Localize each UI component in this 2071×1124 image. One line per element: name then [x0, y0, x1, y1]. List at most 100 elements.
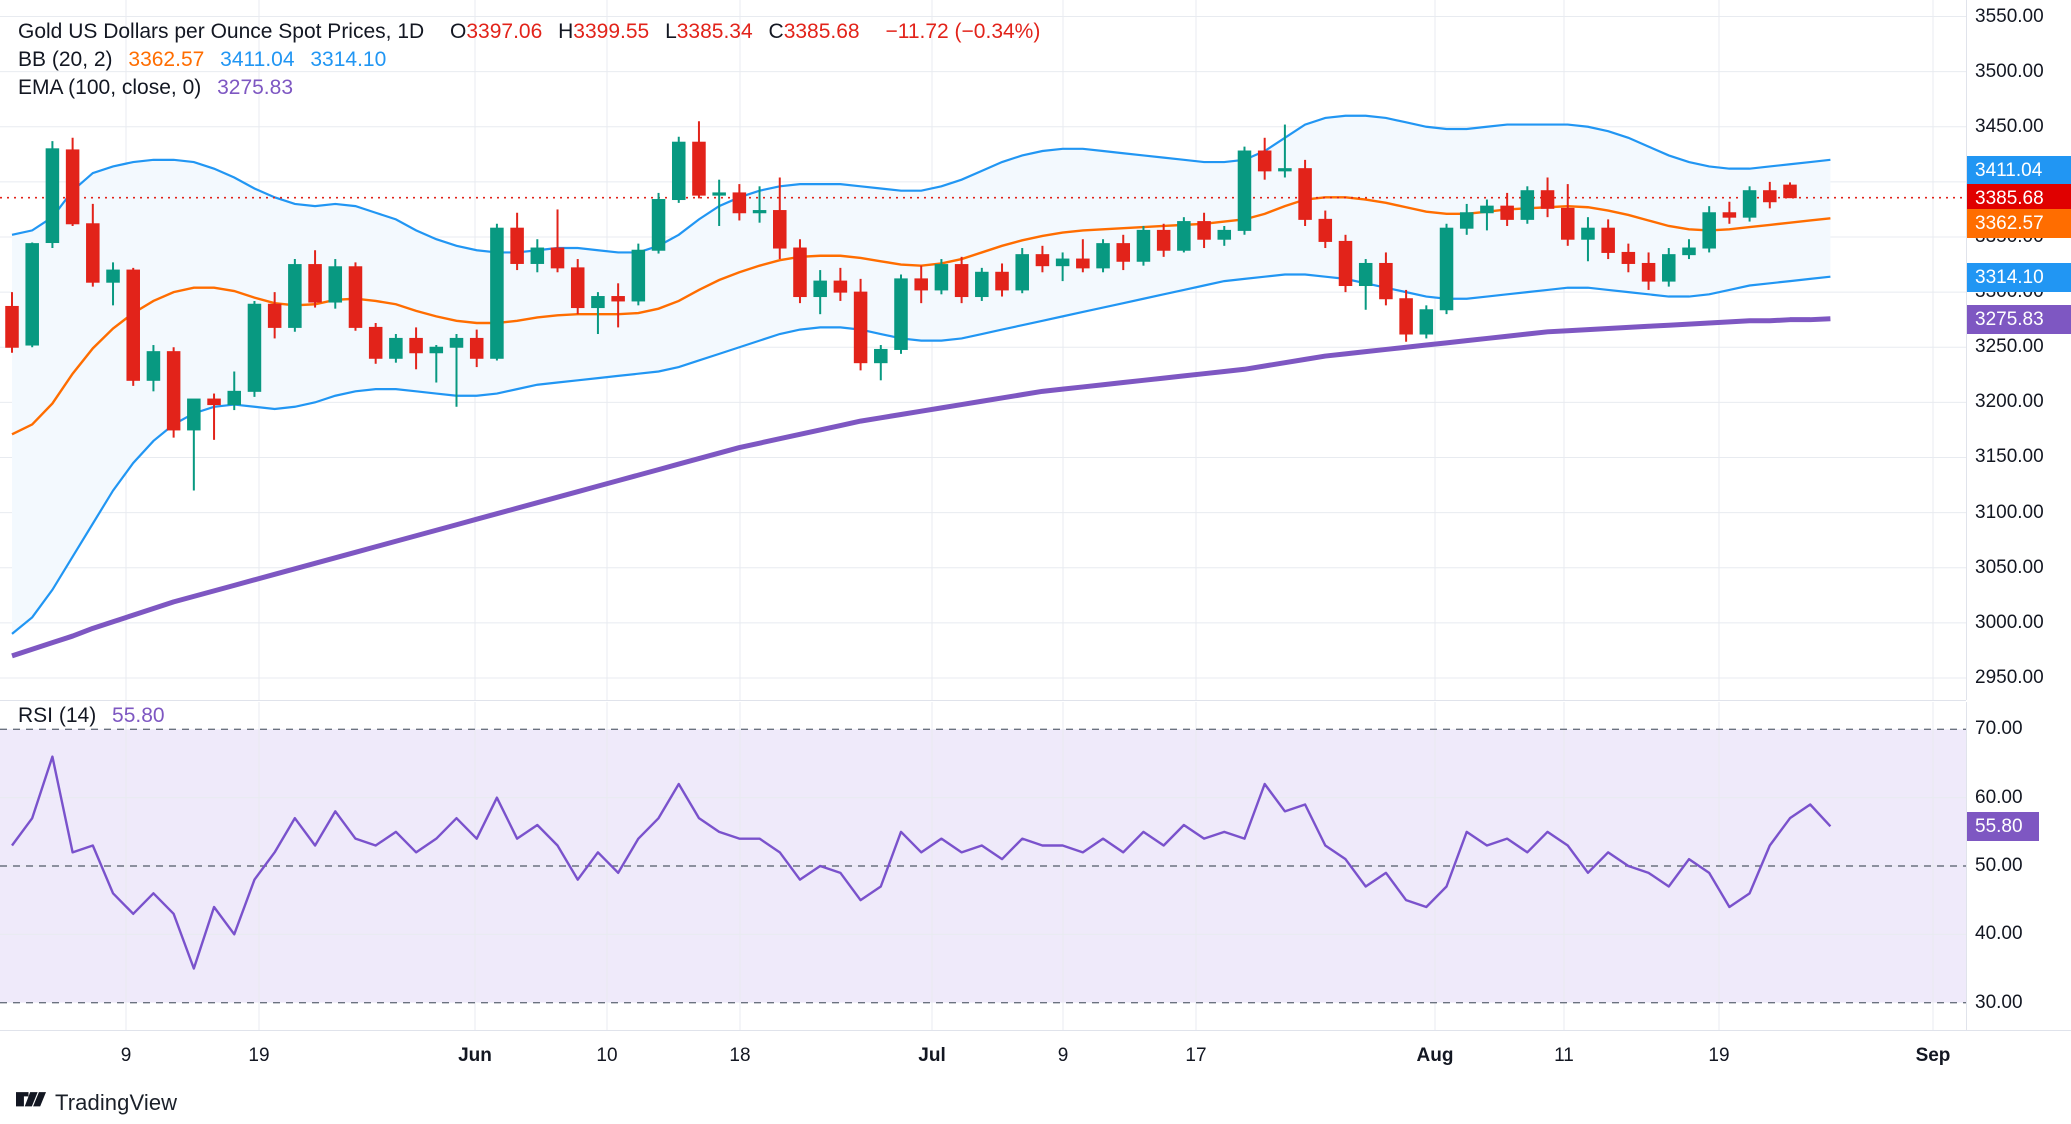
candlestick	[1702, 206, 1716, 253]
candlestick	[1156, 223, 1171, 257]
candlestick	[1015, 248, 1029, 294]
candlestick	[1338, 234, 1353, 293]
price-pane[interactable]	[0, 0, 1966, 700]
price-tick-label: 3550.00	[1975, 5, 2044, 27]
candlestick	[1419, 305, 1434, 339]
candlestick	[1318, 210, 1333, 249]
time-tick-label: 18	[729, 1045, 751, 1066]
price-tick-label: 3100.00	[1975, 501, 2044, 523]
candlestick	[247, 300, 262, 397]
candlestick	[1358, 259, 1373, 310]
rsi-tick-label: 60.00	[1975, 786, 2023, 808]
candlestick	[146, 345, 161, 392]
price-tick-label: 3050.00	[1975, 556, 2044, 578]
candlestick	[570, 259, 585, 315]
candlestick	[671, 136, 686, 203]
price-badge-bb-basis[interactable]: 3362.57	[1967, 209, 2071, 239]
price-tick-label: 2950.00	[1975, 666, 2044, 688]
candlestick	[651, 192, 666, 254]
rsi-tick-label: 30.00	[1975, 991, 2023, 1013]
candlestick	[5, 292, 19, 353]
candlestick	[368, 322, 383, 364]
candlestick	[530, 239, 545, 273]
candlestick	[1136, 225, 1151, 266]
price-tick-label: 3200.00	[1975, 391, 2044, 413]
candlestick	[975, 267, 989, 301]
price-badge-bb-upper[interactable]: 3411.04	[1967, 155, 2071, 185]
candlestick	[207, 393, 221, 440]
candlestick	[1783, 182, 1797, 199]
price-chart-canvas[interactable]	[0, 0, 1966, 700]
time-axis[interactable]: 9 19 Jun 10 18 Jul 9 17 Aug 11 19 Sep	[0, 1030, 2071, 1084]
tradingview-logo[interactable]: TradingView	[16, 1090, 177, 1116]
candlestick	[166, 347, 181, 438]
time-tick-label: 19	[248, 1045, 270, 1066]
rsi-tick-label: 50.00	[1975, 855, 2023, 876]
rsi-tick-label: 40.00	[1975, 923, 2023, 945]
rsi-tick-label: 70.00	[1975, 718, 2023, 740]
candlestick	[1581, 217, 1595, 262]
time-tick-label: Sep	[1915, 1045, 1951, 1066]
legend-row-rsi: RSI (14) 55.80	[18, 702, 165, 729]
candlestick	[712, 179, 726, 226]
rsi-indicator-name[interactable]: RSI (14)	[18, 704, 97, 727]
price-badge-ema[interactable]: 3275.83	[1967, 304, 2071, 334]
time-tick-label: 17	[1185, 1045, 1207, 1066]
price-tick-label: 3500.00	[1975, 60, 2044, 82]
price-badge-last-close[interactable]: 3385.68	[1967, 183, 2071, 213]
time-tick-label: 9	[1057, 1045, 1069, 1066]
rsi-legend: RSI (14) 55.80	[18, 702, 165, 730]
tradingview-mark-icon	[16, 1092, 46, 1107]
candlestick	[348, 262, 363, 331]
candlestick	[227, 371, 242, 411]
candlestick	[752, 186, 767, 223]
candlestick	[914, 265, 928, 304]
candlestick	[1257, 137, 1272, 180]
candlestick	[1621, 243, 1636, 273]
candlestick	[45, 141, 60, 249]
pane-divider[interactable]	[0, 700, 1966, 701]
candlestick	[1217, 225, 1232, 246]
candlestick	[1379, 252, 1393, 306]
candlestick	[510, 212, 524, 271]
candlestick	[1763, 181, 1777, 209]
candlestick	[1459, 203, 1474, 235]
candlestick	[1237, 146, 1252, 235]
time-tick-label: 10	[596, 1045, 618, 1066]
candlestick	[308, 250, 322, 308]
candlestick	[288, 259, 302, 332]
rsi-chart-canvas[interactable]	[0, 702, 1966, 1030]
candlestick	[954, 256, 969, 304]
candlestick	[732, 184, 747, 221]
candlestick	[449, 334, 464, 407]
candlestick	[1076, 239, 1090, 273]
candlestick	[1560, 184, 1575, 246]
candlestick	[894, 274, 908, 354]
candlestick	[1662, 248, 1676, 287]
candlestick	[1722, 201, 1737, 224]
candlestick	[1116, 234, 1131, 271]
rsi-badge-rsi-value[interactable]: 55.80	[1967, 812, 2039, 842]
price-badge-bb-lower[interactable]: 3314.10	[1967, 262, 2071, 292]
candlestick	[1682, 239, 1696, 260]
candlestick	[631, 243, 646, 306]
candlestick	[591, 292, 605, 335]
time-tick-label: Jun	[458, 1045, 492, 1066]
price-tick-label: 3000.00	[1975, 611, 2044, 633]
rsi-scale[interactable]: 70.00 60.00 50.00 40.00 30.00 55.80	[1966, 702, 2071, 1030]
time-tick-label: 19	[1708, 1045, 1730, 1066]
candlestick	[813, 270, 827, 315]
candlestick	[25, 242, 39, 348]
candlestick	[187, 398, 201, 491]
rsi-pane[interactable]	[0, 702, 1966, 1030]
candlestick	[773, 177, 787, 260]
candlestick	[1439, 223, 1454, 315]
candlestick	[106, 262, 120, 306]
candlestick	[65, 137, 80, 226]
candlestick	[934, 259, 949, 295]
candlestick	[1055, 252, 1070, 282]
candlestick	[469, 329, 484, 368]
candlestick	[1035, 245, 1050, 273]
price-scale[interactable]: 3550.003500.003450.003400.003350.003300.…	[1966, 0, 2071, 700]
